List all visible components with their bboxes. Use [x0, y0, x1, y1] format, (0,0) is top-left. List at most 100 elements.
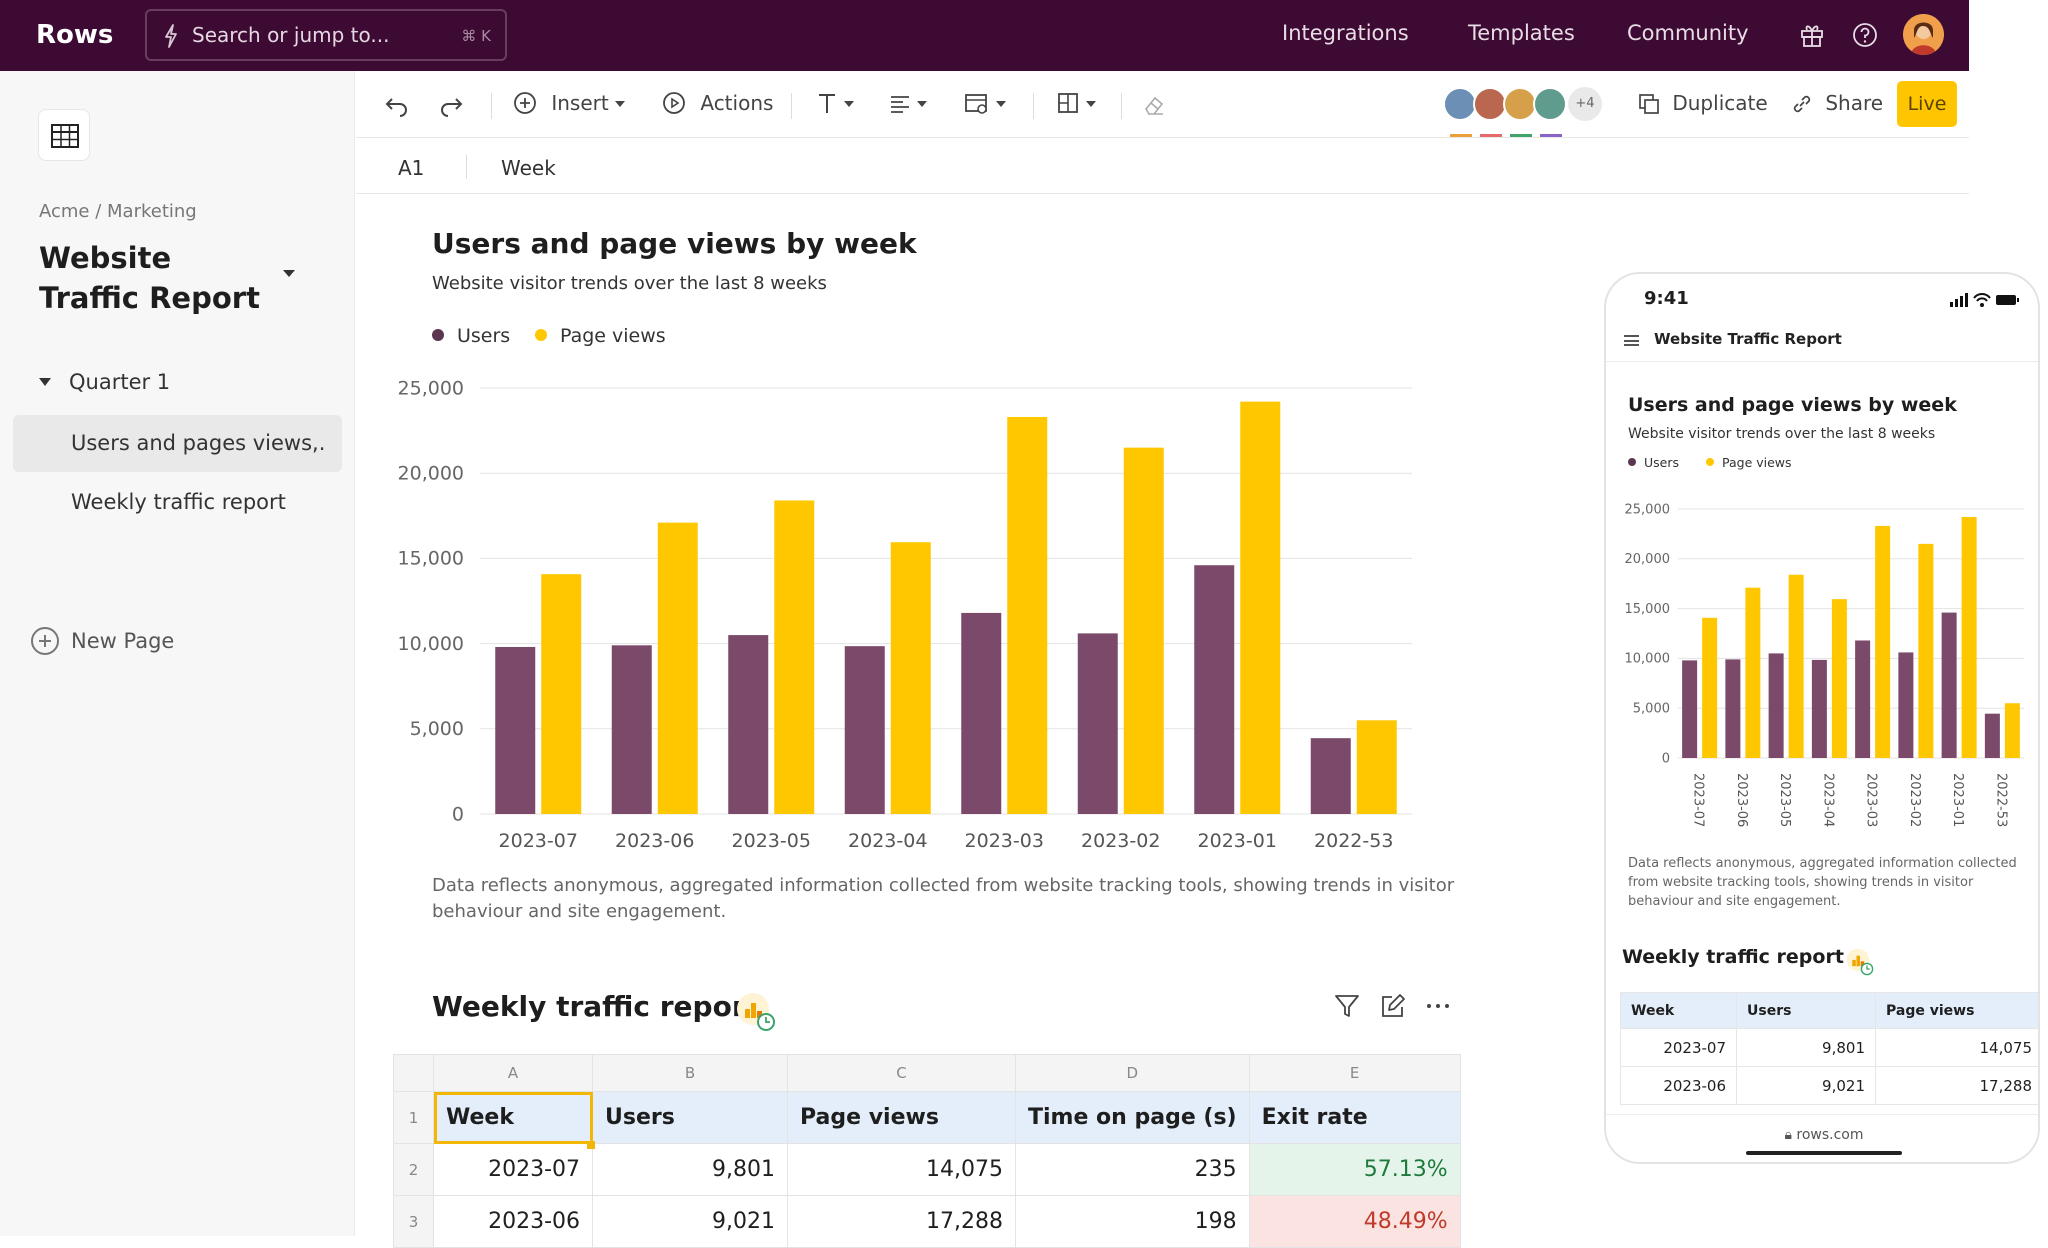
row-number[interactable]: 3 [393, 1195, 434, 1248]
bar-users[interactable] [1984, 713, 2000, 758]
redo-icon[interactable] [438, 93, 464, 117]
chart-clock-icon[interactable] [1846, 948, 1874, 976]
bar-page-views[interactable] [657, 522, 698, 814]
formula-input[interactable]: Week [501, 156, 556, 180]
live-button[interactable]: Live [1897, 81, 1957, 127]
bar-users[interactable] [1725, 659, 1741, 758]
header-cell-page-views[interactable]: Page views [787, 1091, 1016, 1144]
cell-exit-rate[interactable]: 57.13% [1248, 1143, 1461, 1196]
bar-page-views[interactable] [1356, 720, 1397, 814]
cell-users[interactable]: 9,021 [1736, 1066, 1876, 1105]
mobile-header-users[interactable]: Users [1736, 992, 1876, 1029]
share-button[interactable]: Share [1791, 91, 1883, 115]
bar-page-views[interactable] [1123, 447, 1164, 814]
header-cell-users[interactable]: Users [592, 1091, 788, 1144]
duplicate-button[interactable]: Duplicate [1638, 91, 1768, 115]
mobile-header-page-views[interactable]: Page views [1875, 992, 2038, 1029]
row-number[interactable]: 1 [393, 1091, 434, 1144]
cell-page-views[interactable]: 14,075 [787, 1143, 1016, 1196]
corner-cell[interactable] [393, 1054, 434, 1092]
cell-week[interactable]: 2023-07 [433, 1143, 593, 1196]
cell-page-views[interactable]: 14,075 [1875, 1028, 2038, 1067]
sidebar-section-quarter-1[interactable]: Quarter 1 [39, 370, 170, 394]
cell-users[interactable]: 9,021 [592, 1195, 788, 1248]
text-format-menu[interactable] [816, 91, 854, 115]
bar-page-views[interactable] [1007, 416, 1048, 814]
mobile-header-week[interactable]: Week [1620, 992, 1737, 1029]
bar-users[interactable] [495, 646, 536, 814]
bar-page-views[interactable] [1702, 617, 1718, 758]
bar-users[interactable] [1768, 653, 1784, 758]
number-format-menu[interactable] [964, 91, 1006, 115]
chart-clock-icon[interactable] [736, 992, 776, 1032]
cell-week[interactable]: 2023-06 [1620, 1066, 1737, 1105]
rows-logo[interactable]: Rows [36, 20, 114, 50]
more-collaborators-badge[interactable]: +4 [1568, 87, 1602, 121]
insert-menu[interactable]: Insert [513, 91, 625, 115]
chevron-down-icon[interactable] [283, 270, 295, 277]
cell-week[interactable]: 2023-06 [433, 1195, 593, 1248]
cell-week[interactable]: 2023-07 [1620, 1028, 1737, 1067]
bar-users[interactable] [1855, 640, 1871, 758]
bar-users[interactable] [1811, 659, 1827, 758]
sidebar-item-weekly-traffic[interactable]: Weekly traffic report [71, 490, 286, 514]
align-menu[interactable] [889, 91, 927, 115]
bar-users[interactable] [1077, 633, 1118, 814]
column-header-a[interactable]: A [433, 1054, 593, 1092]
cell-exit-rate[interactable]: 48.49% [1248, 1195, 1461, 1248]
nav-community[interactable]: Community [1627, 21, 1749, 45]
more-options-icon[interactable] [1424, 992, 1452, 1020]
spreadsheet-icon[interactable] [38, 109, 90, 161]
search-box[interactable]: Search or jump to... ⌘ K [145, 9, 507, 61]
actions-button[interactable]: Actions [662, 91, 773, 115]
collaborator-avatar[interactable] [1473, 87, 1507, 121]
column-header-c[interactable]: C [787, 1054, 1016, 1092]
row-number[interactable]: 2 [393, 1143, 434, 1196]
bar-page-views[interactable] [1875, 525, 1891, 758]
bar-users[interactable] [1310, 738, 1351, 814]
bar-page-views[interactable] [774, 500, 815, 814]
cell-users[interactable]: 9,801 [1736, 1028, 1876, 1067]
help-icon[interactable] [1850, 20, 1880, 50]
collaborator-avatar[interactable] [1443, 87, 1477, 121]
nav-templates[interactable]: Templates [1468, 21, 1575, 45]
selection-handle[interactable] [587, 1141, 595, 1149]
bar-page-views[interactable] [541, 574, 582, 814]
cell-time-on-page[interactable]: 235 [1015, 1143, 1250, 1196]
bar-users[interactable] [1194, 565, 1235, 814]
cell-page-views[interactable]: 17,288 [787, 1195, 1016, 1248]
bar-page-views[interactable] [1961, 516, 1977, 758]
edit-icon[interactable] [1379, 992, 1407, 1020]
bar-users[interactable] [1898, 652, 1914, 758]
bar-users[interactable] [1682, 660, 1698, 758]
hamburger-icon[interactable] [1624, 335, 1639, 346]
bar-page-views[interactable] [1745, 587, 1761, 758]
bar-users[interactable] [844, 646, 885, 814]
borders-menu[interactable] [1056, 91, 1096, 115]
column-header-e[interactable]: E [1248, 1054, 1461, 1092]
bar-page-views[interactable] [890, 542, 931, 814]
bar-users[interactable] [1941, 612, 1957, 758]
column-header-b[interactable]: B [592, 1054, 788, 1092]
cell-users[interactable]: 9,801 [592, 1143, 788, 1196]
column-header-d[interactable]: D [1015, 1054, 1250, 1092]
breadcrumb[interactable]: Acme / Marketing [39, 201, 197, 222]
bar-page-views[interactable] [1831, 599, 1847, 758]
header-cell-exit-rate[interactable]: Exit rate [1248, 1091, 1461, 1144]
cell-reference[interactable]: A1 [398, 156, 425, 180]
bar-page-views[interactable] [2004, 703, 2020, 758]
sidebar-item-users-page-views[interactable]: Users and pages views,. [13, 415, 342, 472]
bar-page-views[interactable] [1788, 574, 1804, 758]
document-title[interactable]: Website Traffic Report [39, 241, 260, 315]
filter-icon[interactable] [1333, 992, 1361, 1020]
cell-page-views[interactable]: 17,288 [1875, 1066, 2038, 1105]
user-avatar[interactable] [1903, 14, 1944, 55]
nav-integrations[interactable]: Integrations [1282, 21, 1409, 45]
header-cell-time-on-page[interactable]: Time on page (s) [1015, 1091, 1250, 1144]
bar-users[interactable] [728, 635, 769, 814]
header-cell-week[interactable]: Week [433, 1091, 593, 1144]
new-page-button[interactable]: New Page [31, 627, 174, 655]
collaborator-avatar[interactable] [1503, 87, 1537, 121]
bar-users[interactable] [961, 612, 1002, 814]
collaborator-avatar[interactable] [1533, 87, 1567, 121]
